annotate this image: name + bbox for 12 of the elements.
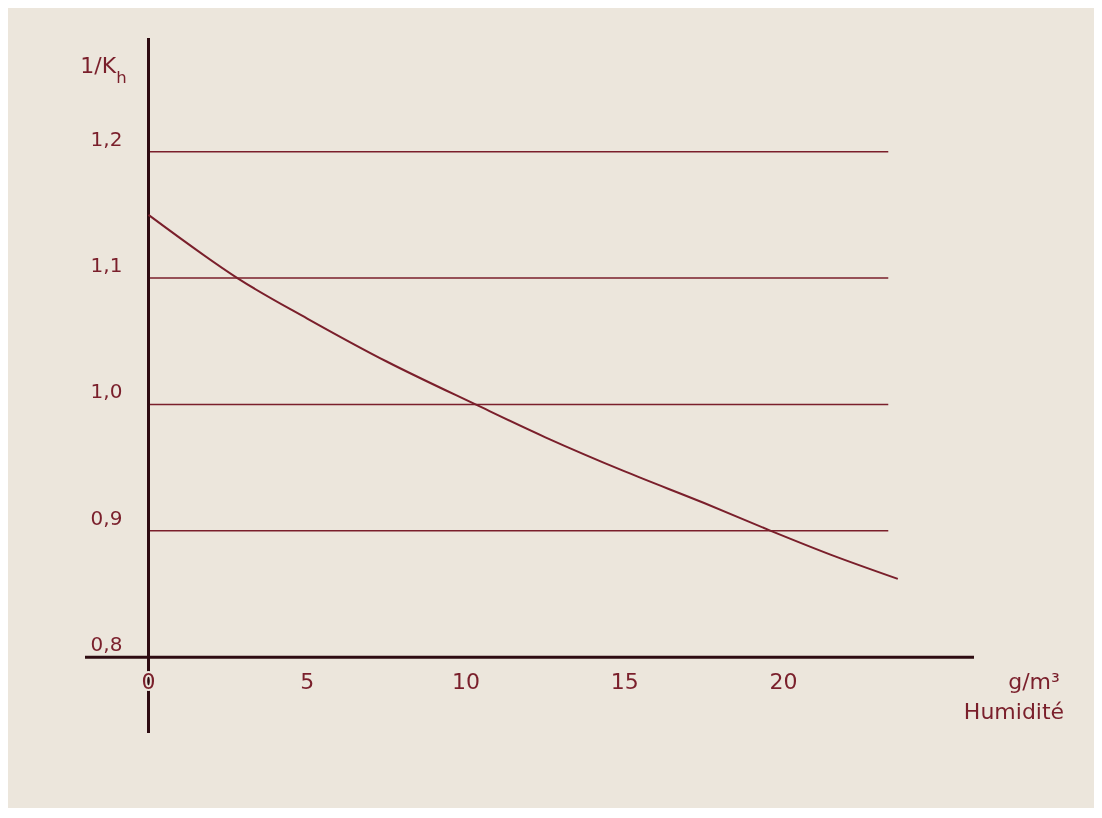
x-axis-title: Humidité (963, 699, 1065, 725)
x-tick-label: 10 (452, 669, 480, 695)
x-tick-label: 20 (769, 669, 798, 695)
y-tick-label: 1,1 (90, 253, 123, 278)
y-axis-title: 1/K$_{h}$ (80, 53, 127, 87)
y-tick-label: 0,9 (90, 505, 123, 530)
y-tick-label: 1,2 (90, 126, 123, 151)
x-tick-label: 5 (300, 669, 315, 695)
y-tick-label: 1,0 (90, 379, 123, 404)
x-tick-label: 15 (610, 669, 639, 695)
y-tick-label: 0,8 (90, 632, 123, 657)
text: g/m³ (1008, 669, 1060, 695)
